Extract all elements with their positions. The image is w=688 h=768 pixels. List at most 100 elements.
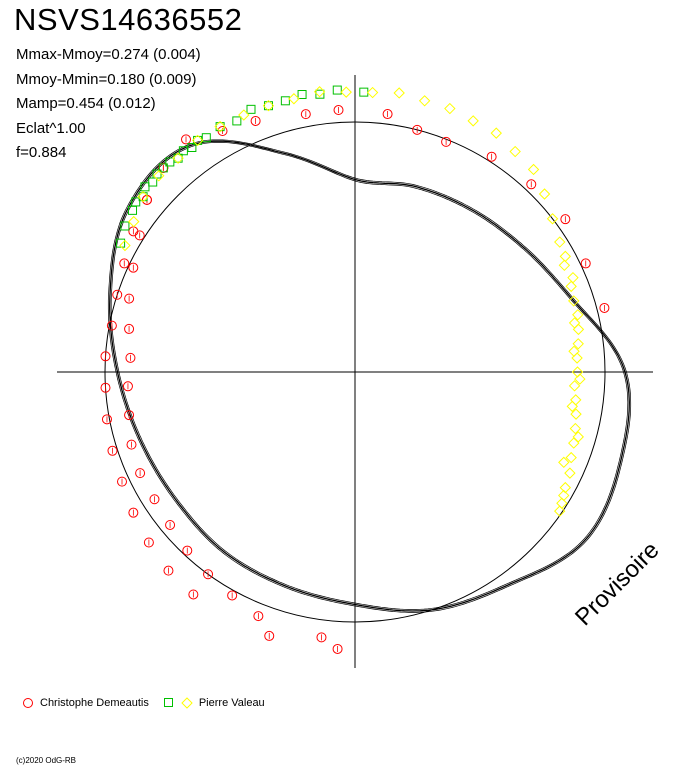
- data-point-diamond-24: [565, 280, 577, 293]
- data-point-circle-26: [124, 323, 135, 334]
- data-point-diamond-23: [558, 259, 571, 272]
- data-point-diamond-37: [564, 467, 576, 479]
- data-point-square-17: [246, 104, 256, 114]
- data-point-diamond-27: [572, 323, 585, 336]
- data-point-circle-7: [143, 537, 154, 548]
- data-point-diamond-19: [527, 163, 540, 176]
- data-point-diamond-9: [288, 93, 300, 105]
- data-point-square-16: [232, 116, 242, 126]
- data-point-diamond-4: [172, 152, 184, 164]
- data-point-circle-32: [134, 230, 145, 241]
- data-point-circle-33: [181, 134, 192, 145]
- data-point-square-19: [280, 96, 290, 106]
- data-point-circle-40: [382, 109, 393, 120]
- legend-label-demeautis: Christophe Demeautis: [40, 697, 149, 709]
- data-point-square-12: [187, 142, 197, 152]
- data-point-diamond-41: [568, 317, 581, 329]
- data-point-circle-18: [126, 439, 137, 450]
- data-point-diamond-47: [558, 489, 570, 502]
- data-point-diamond-14: [418, 95, 431, 107]
- legend-diamond-marker: [181, 697, 193, 709]
- data-point-circle-10: [182, 545, 193, 556]
- data-point-square-23: [359, 87, 369, 97]
- data-point-diamond-11: [340, 86, 352, 98]
- data-point-diamond-44: [566, 400, 578, 413]
- data-point-circle-24: [125, 352, 136, 363]
- legend-entry-demeautis: Christophe Demeautis: [22, 697, 149, 709]
- stat-mmax-mmoy: Mmax-Mmoy=0.274 (0.004): [16, 46, 201, 63]
- data-point-diamond-10: [313, 86, 326, 98]
- data-point-diamond-35: [568, 437, 580, 449]
- fit-curve-1: [107, 139, 632, 613]
- legend-circle-marker: [23, 698, 33, 708]
- data-point-diamond-12: [366, 86, 379, 99]
- data-point-circle-11: [117, 476, 128, 487]
- data-point-diamond-8: [262, 99, 275, 112]
- data-point-circle-1: [264, 630, 275, 641]
- data-point-diamond-45: [572, 431, 584, 443]
- data-point-square-3: [131, 197, 141, 207]
- data-point-diamond-21: [546, 213, 559, 225]
- data-point-circle-8: [203, 569, 214, 580]
- stat-mmoy-mmin: Mmoy-Mmin=0.180 (0.009): [16, 70, 197, 88]
- data-point-diamond-13: [393, 87, 405, 99]
- data-point-diamond-48: [553, 505, 566, 517]
- data-point-diamond-2: [137, 191, 149, 203]
- fit-curve-0: [109, 140, 630, 612]
- data-point-circle-21: [106, 320, 117, 331]
- data-point-diamond-20: [538, 188, 551, 200]
- data-point-square-4: [138, 192, 148, 202]
- data-point-diamond-15: [444, 102, 456, 115]
- data-point-circle-14: [149, 494, 160, 505]
- data-point-circle-28: [124, 293, 135, 304]
- data-point-square-7: [152, 169, 162, 179]
- data-point-circle-13: [107, 445, 118, 456]
- data-point-circle-20: [124, 410, 135, 421]
- data-point-circle-17: [100, 382, 111, 393]
- data-point-diamond-31: [568, 380, 581, 392]
- data-point-circle-47: [599, 302, 610, 313]
- data-point-circle-25: [119, 258, 130, 269]
- data-point-circle-22: [122, 381, 133, 392]
- legend-entry-valeau: Pierre Valeau: [163, 697, 265, 709]
- data-point-diamond-28: [572, 338, 584, 350]
- data-point-diamond-22: [554, 236, 566, 248]
- data-point-circle-2: [316, 632, 327, 643]
- stats-block: Mmax-Mmoy=0.274 (0.004) Mmoy-Mmin=0.180 …: [16, 43, 201, 166]
- data-point-square-18: [263, 101, 273, 111]
- data-point-square-20: [297, 90, 307, 100]
- data-point-circle-43: [486, 151, 497, 162]
- data-point-diamond-16: [467, 115, 479, 127]
- data-point-circle-3: [188, 589, 199, 600]
- data-point-diamond-0: [119, 239, 131, 252]
- data-point-diamond-1: [128, 215, 140, 228]
- data-point-circle-0: [332, 643, 343, 654]
- data-point-square-5: [140, 182, 150, 192]
- data-point-square-11: [178, 146, 188, 156]
- data-point-square-1: [120, 221, 130, 231]
- data-point-diamond-3: [153, 170, 165, 182]
- data-point-diamond-25: [568, 295, 580, 307]
- data-point-diamond-29: [571, 352, 583, 364]
- data-point-diamond-40: [567, 271, 579, 284]
- data-point-circle-19: [100, 351, 111, 362]
- data-point-circle-37: [250, 115, 261, 126]
- data-point-diamond-42: [568, 345, 580, 358]
- data-point-diamond-18: [509, 145, 521, 158]
- data-point-circle-5: [163, 565, 174, 576]
- data-point-circle-23: [112, 289, 123, 300]
- data-point-circle-42: [441, 136, 452, 147]
- data-point-square-10: [173, 153, 183, 163]
- data-point-diamond-43: [574, 373, 586, 385]
- data-point-circle-41: [412, 124, 423, 135]
- data-point-circle-15: [101, 414, 112, 425]
- data-point-diamond-17: [490, 127, 502, 139]
- data-point-square-8: [158, 163, 168, 173]
- data-point-square-15: [215, 122, 225, 132]
- legend-square-marker: [163, 698, 173, 707]
- data-point-square-21: [315, 89, 325, 99]
- data-point-diamond-32: [570, 394, 582, 406]
- data-point-square-22: [332, 85, 342, 95]
- legend: Christophe Demeautis Pierre Valeau: [22, 697, 279, 709]
